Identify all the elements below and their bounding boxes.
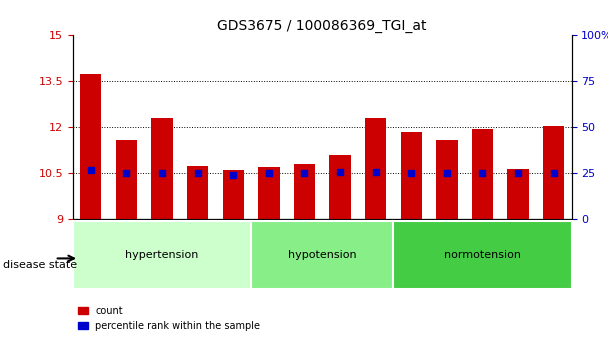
Bar (543, 126, 564, 219)
Bar (223, 170, 244, 219)
Point (335, 169, 345, 175)
FancyBboxPatch shape (251, 221, 393, 289)
Text: normotension: normotension (444, 250, 521, 260)
Point (157, 171, 167, 176)
Bar (187, 166, 209, 219)
Bar (330, 155, 351, 219)
Bar (365, 118, 386, 219)
Bar (472, 129, 493, 219)
Text: disease state: disease state (3, 261, 77, 270)
FancyBboxPatch shape (73, 221, 251, 289)
Point (300, 171, 309, 176)
Legend: count, percentile rank within the sample: count, percentile rank within the sample (78, 306, 260, 331)
Point (442, 171, 452, 176)
Point (478, 171, 488, 176)
Text: hypotension: hypotension (288, 250, 356, 260)
Point (264, 171, 274, 176)
Point (371, 169, 381, 175)
FancyBboxPatch shape (393, 221, 572, 289)
Point (229, 172, 238, 178)
Bar (258, 167, 280, 219)
Bar (508, 169, 529, 219)
Bar (401, 132, 422, 219)
Point (86, 167, 95, 173)
Bar (436, 140, 458, 219)
Bar (80, 74, 102, 219)
Point (513, 171, 523, 176)
Bar (294, 164, 315, 219)
Bar (116, 140, 137, 219)
Text: hypertension: hypertension (125, 250, 199, 260)
Point (122, 171, 131, 176)
Title: GDS3675 / 100086369_TGI_at: GDS3675 / 100086369_TGI_at (218, 19, 427, 33)
Point (193, 171, 202, 176)
Point (549, 171, 559, 176)
Bar (151, 118, 173, 219)
Point (406, 171, 416, 176)
